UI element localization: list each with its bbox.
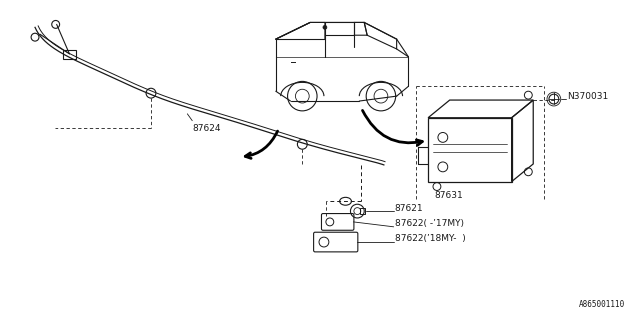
Text: N370031: N370031 bbox=[566, 92, 608, 100]
Text: 87624: 87624 bbox=[192, 124, 221, 133]
Circle shape bbox=[323, 25, 327, 29]
Bar bbox=[428, 118, 511, 182]
Text: 87622( -’17MY): 87622( -’17MY) bbox=[395, 220, 464, 228]
Text: 87621: 87621 bbox=[395, 204, 423, 213]
Text: 87631: 87631 bbox=[434, 191, 463, 200]
Bar bbox=[63, 50, 76, 59]
Text: A865001110: A865001110 bbox=[579, 300, 625, 309]
Text: 87622(’18MY-  ): 87622(’18MY- ) bbox=[395, 234, 465, 243]
Bar bbox=[360, 208, 365, 214]
